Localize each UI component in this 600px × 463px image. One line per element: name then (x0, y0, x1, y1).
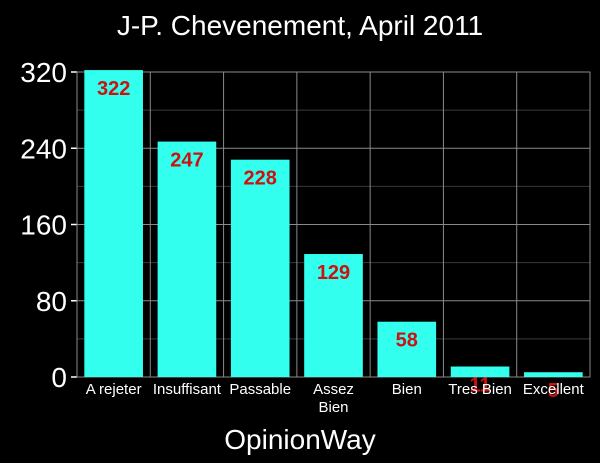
x-tick-label: Excellent (523, 381, 585, 398)
bar (157, 141, 217, 377)
x-tick-label: Insuffisant (153, 381, 222, 398)
data-label: 58 (396, 330, 418, 352)
bar (304, 254, 363, 377)
chart-title: J-P. Chevenement, April 2011 (116, 10, 484, 41)
y-tick-label: 240 (20, 133, 67, 164)
bar (84, 70, 143, 377)
x-tick-label: Passable (229, 381, 291, 398)
y-tick-label: 320 (20, 57, 67, 88)
y-tick-label: 80 (36, 286, 67, 317)
x-axis-label: OpinionWay (224, 424, 376, 455)
data-label: 5 (548, 380, 559, 402)
data-label: 247 (170, 150, 203, 172)
bar (230, 159, 290, 377)
y-tick-label: 160 (20, 210, 67, 241)
bar (377, 321, 437, 377)
x-tick-label: Assez (313, 381, 354, 398)
bar (524, 372, 583, 377)
data-label: 322 (97, 78, 130, 100)
data-label: 11 (469, 375, 490, 397)
y-tick-label: 0 (51, 362, 67, 393)
data-label: 228 (244, 168, 277, 190)
x-tick-label: A rejeter (86, 381, 142, 398)
x-tick-label: Bien (392, 381, 422, 398)
bar (450, 366, 510, 377)
x-tick-label: Bien (318, 399, 348, 416)
x-tick-label: Tres Bien (448, 381, 512, 398)
data-label: 129 (317, 262, 350, 284)
